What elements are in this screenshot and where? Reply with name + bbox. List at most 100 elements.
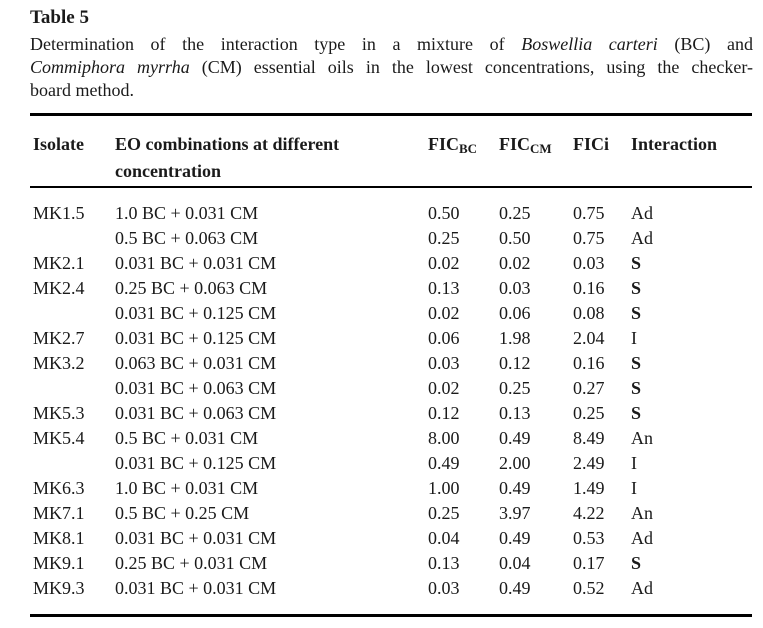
- cell-interaction: Ad: [631, 203, 653, 223]
- cell-interaction: S: [631, 353, 642, 373]
- caption-line-1: Determination of the interaction type in…: [30, 33, 753, 56]
- table-row: MK8.1 0.031 BC + 0.031 CM 0.04 0.49 0.53…: [30, 526, 752, 551]
- table-body: MK1.5 1.0 BC + 0.031 CM 0.50 0.25 0.75 A…: [30, 187, 752, 614]
- cell-interaction: S: [631, 378, 642, 398]
- table-row: 0.5 BC + 0.063 CM 0.25 0.50 0.75 Ad: [30, 226, 752, 251]
- cell-isolate: MK1.5: [33, 203, 85, 223]
- subscript-bc: BC: [459, 141, 478, 156]
- caption-line-3: board method.: [30, 79, 753, 102]
- caption-line-2: Commiphora myrrha (CM) essential oils in…: [30, 56, 753, 79]
- caption-text: (BC) and: [657, 34, 753, 54]
- cell-eo-combination: 0.25 BC + 0.031 CM: [115, 553, 268, 573]
- cell-interaction: An: [631, 503, 653, 523]
- table-row: MK1.5 1.0 BC + 0.031 CM 0.50 0.25 0.75 A…: [30, 187, 752, 226]
- cell-isolate: MK2.7: [33, 328, 85, 348]
- cell-isolate: MK8.1: [33, 528, 85, 548]
- cell-fic-bc: 0.02: [428, 253, 460, 273]
- cell-eo-combination: 0.5 BC + 0.063 CM: [115, 228, 259, 248]
- caption-text: (CM) essential oils in the lowest concen…: [189, 57, 754, 77]
- cell-fici: 0.16: [573, 278, 605, 298]
- cell-eo-combination: 0.031 BC + 0.063 CM: [115, 378, 277, 398]
- cell-fici: 2.04: [573, 328, 605, 348]
- cell-fic-bc: 0.04: [428, 528, 460, 548]
- cell-fici: 8.49: [573, 428, 605, 448]
- cell-fic-cm: 0.50: [499, 228, 531, 248]
- cell-fic-cm: 0.04: [499, 553, 531, 573]
- species-boswellia-carteri: Boswellia carteri: [521, 34, 658, 54]
- cell-eo-combination: 0.031 BC + 0.125 CM: [115, 303, 277, 323]
- table-caption: Determination of the interaction type in…: [30, 33, 753, 102]
- data-table: Isolate EO combinations at different con…: [30, 116, 752, 614]
- cell-fic-bc: 0.25: [428, 228, 460, 248]
- cell-isolate: MK2.4: [33, 278, 85, 298]
- table-row: MK7.1 0.5 BC + 0.25 CM 0.25 3.97 4.22 An: [30, 501, 752, 526]
- cell-fic-cm: 0.13: [499, 403, 531, 423]
- cell-fic-cm: 0.49: [499, 578, 531, 598]
- table-row: MK5.4 0.5 BC + 0.031 CM 8.00 0.49 8.49 A…: [30, 426, 752, 451]
- cell-fic-cm: 0.06: [499, 303, 531, 323]
- cell-fic-cm: 0.02: [499, 253, 531, 273]
- cell-interaction: Ad: [631, 228, 653, 248]
- cell-fici: 0.03: [573, 253, 605, 273]
- cell-eo-combination: 0.5 BC + 0.25 CM: [115, 503, 250, 523]
- cell-fici: 1.49: [573, 478, 605, 498]
- col-header-isolate: Isolate: [30, 116, 115, 188]
- cell-interaction: I: [631, 478, 637, 498]
- cell-fici: 0.08: [573, 303, 605, 323]
- cell-fic-cm: 0.49: [499, 478, 531, 498]
- table-row: 0.031 BC + 0.063 CM 0.02 0.25 0.27 S: [30, 376, 752, 401]
- cell-isolate: MK9.1: [33, 553, 85, 573]
- col-header-fici: FICi: [573, 116, 631, 188]
- cell-fic-bc: 0.12: [428, 403, 460, 423]
- cell-fici: 2.49: [573, 453, 605, 473]
- cell-eo-combination: 0.031 BC + 0.031 CM: [115, 578, 277, 598]
- cell-fici: 0.17: [573, 553, 605, 573]
- cell-fic-bc: 0.25: [428, 503, 460, 523]
- cell-fic-cm: 0.49: [499, 528, 531, 548]
- cell-eo-combination: 0.031 BC + 0.031 CM: [115, 528, 277, 548]
- cell-isolate: MK3.2: [33, 353, 85, 373]
- cell-fici: 0.75: [573, 203, 605, 223]
- subscript-cm: CM: [530, 141, 552, 156]
- data-table-container: Isolate EO combinations at different con…: [30, 113, 752, 617]
- cell-eo-combination: 0.031 BC + 0.125 CM: [115, 328, 277, 348]
- cell-isolate: MK5.4: [33, 428, 85, 448]
- col-header-eo-combinations: EO combinations at different concentrati…: [115, 116, 428, 188]
- cell-fic-bc: 0.02: [428, 303, 460, 323]
- col-header-interaction: Interaction: [631, 116, 752, 188]
- table-row: 0.031 BC + 0.125 CM 0.02 0.06 0.08 S: [30, 301, 752, 326]
- table-row: MK3.2 0.063 BC + 0.031 CM 0.03 0.12 0.16…: [30, 351, 752, 376]
- cell-fic-cm: 1.98: [499, 328, 531, 348]
- cell-eo-combination: 0.031 BC + 0.063 CM: [115, 403, 277, 423]
- cell-fic-bc: 0.13: [428, 553, 460, 573]
- cell-fic-bc: 1.00: [428, 478, 460, 498]
- cell-isolate: [30, 301, 115, 326]
- cell-fic-bc: 0.03: [428, 578, 460, 598]
- cell-isolate: MK6.3: [33, 478, 85, 498]
- cell-interaction: An: [631, 428, 653, 448]
- table-row: MK6.3 1.0 BC + 0.031 CM 1.00 0.49 1.49 I: [30, 476, 752, 501]
- cell-eo-combination: 0.063 BC + 0.031 CM: [115, 353, 277, 373]
- cell-fic-bc: 0.06: [428, 328, 460, 348]
- species-commiphora-myrrha: Commiphora myrrha: [30, 57, 190, 77]
- cell-interaction: S: [631, 403, 642, 423]
- cell-fic-bc: 0.50: [428, 203, 460, 223]
- cell-eo-combination: 0.25 BC + 0.063 CM: [115, 278, 268, 298]
- table-row: MK2.4 0.25 BC + 0.063 CM 0.13 0.03 0.16 …: [30, 276, 752, 301]
- cell-eo-combination: 0.5 BC + 0.031 CM: [115, 428, 259, 448]
- cell-fici: 0.27: [573, 378, 605, 398]
- cell-fic-cm: 3.97: [499, 503, 531, 523]
- cell-fici: 0.16: [573, 353, 605, 373]
- cell-interaction: S: [631, 553, 642, 573]
- cell-fic-bc: 0.49: [428, 453, 460, 473]
- cell-eo-combination: 0.031 BC + 0.031 CM: [115, 253, 277, 273]
- cell-fici: 4.22: [573, 503, 605, 523]
- cell-isolate: MK2.1: [33, 253, 85, 273]
- cell-fic-cm: 0.25: [499, 203, 531, 223]
- cell-interaction: S: [631, 253, 642, 273]
- cell-fic-bc: 0.03: [428, 353, 460, 373]
- cell-fic-cm: 0.12: [499, 353, 531, 373]
- caption-text: Determination of the interaction type in…: [30, 34, 522, 54]
- table-row: MK9.1 0.25 BC + 0.031 CM 0.13 0.04 0.17 …: [30, 551, 752, 576]
